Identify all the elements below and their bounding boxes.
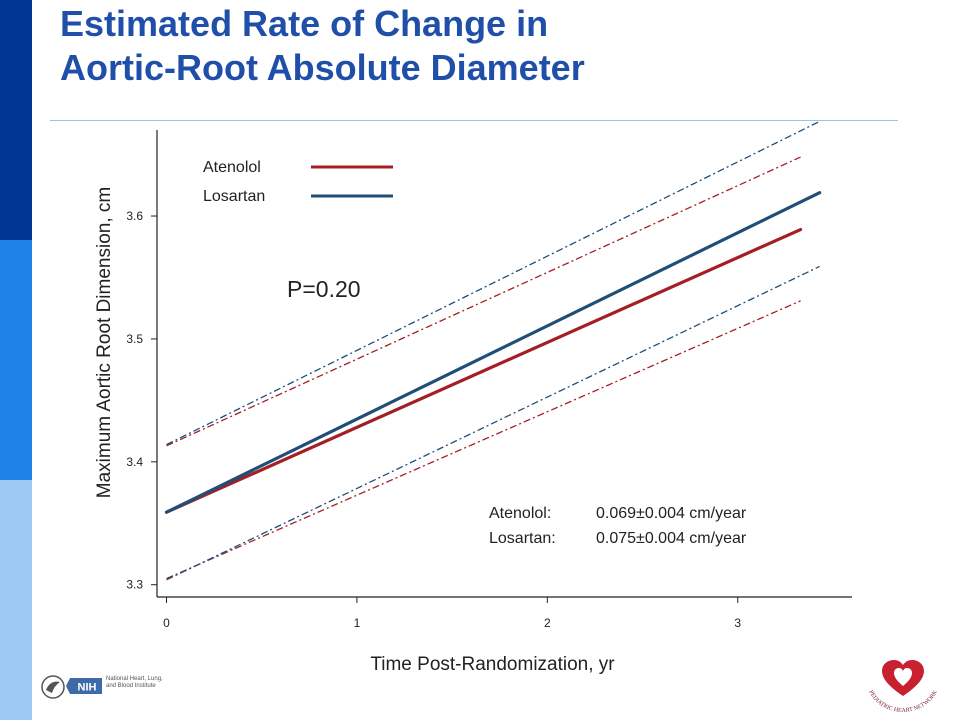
left-bar-mid [0, 240, 32, 480]
y-axis-label: Maximum Aortic Root Dimension, cm [94, 187, 115, 498]
slide-title: Estimated Rate of Change in Aortic-Root … [60, 2, 585, 90]
chart-plot-area [164, 120, 822, 581]
x-tick-label: 2 [544, 616, 551, 630]
y-tick-label: 3.4 [126, 455, 143, 469]
losartan-series-line [164, 191, 822, 514]
losartan-ci-upper-line [166, 120, 820, 446]
nih-logo-icon: NIH [66, 678, 102, 694]
legend-label-losartan: Losartan [203, 188, 265, 205]
x-tick-label: 1 [354, 616, 361, 630]
y-tick-label: 3.6 [126, 209, 143, 223]
rate-value: 0.069±0.004 cm/year [596, 505, 747, 522]
x-tick-label: 3 [734, 616, 741, 630]
rate-label: Losartan: [489, 530, 556, 547]
x-tick-label: 0 [163, 616, 170, 630]
chart-labels: 3.3 3.4 3.5 3.6 0 1 2 3 Time Post-Randomization,… [94, 159, 747, 675]
left-bar-dark [0, 0, 32, 240]
nih-institute-text: National Heart, Lung, and Blood Institut… [106, 676, 186, 690]
hhs-eagle-icon [41, 675, 65, 699]
left-bar-light [0, 480, 32, 720]
pediatric-heart-network-logo: PEDIATRIC HEART NETWORK [867, 660, 939, 714]
y-tick-label: 3.5 [126, 332, 143, 346]
title-line-2: Aortic-Root Absolute Diameter [60, 47, 585, 88]
rate-value: 0.075±0.004 cm/year [596, 530, 747, 547]
title-line-1: Estimated Rate of Change in [60, 3, 549, 44]
chart-axes [151, 130, 852, 603]
atenolol-ci-upper-line [166, 156, 801, 447]
rate-label: Atenolol: [489, 505, 551, 522]
x-axis-label: Time Post-Randomization, yr [370, 654, 615, 675]
p-value-annotation: P=0.20 [287, 276, 361, 302]
y-tick-label: 3.3 [126, 578, 143, 592]
nih-label: NIH [78, 682, 97, 694]
title-divider [50, 120, 898, 121]
losartan-ci-lower-line [166, 265, 820, 581]
atenolol-ci-lower-line [166, 300, 801, 580]
nih-text-line-2: and Blood Institute [106, 683, 156, 689]
nih-text-line-1: National Heart, Lung, [106, 676, 163, 682]
legend-label-atenolol: Atenolol [203, 159, 261, 176]
atenolol-series-line [164, 227, 803, 514]
